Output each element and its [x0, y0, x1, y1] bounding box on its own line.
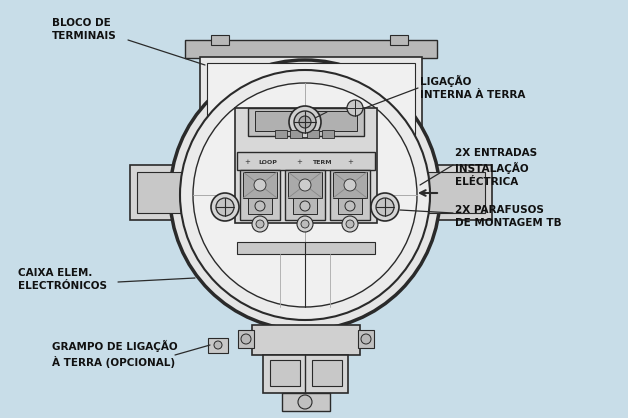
Circle shape — [300, 201, 310, 211]
Circle shape — [347, 100, 363, 116]
Circle shape — [289, 106, 321, 138]
Circle shape — [346, 220, 354, 228]
Bar — [237, 242, 375, 254]
Bar — [200, 57, 422, 152]
Circle shape — [214, 341, 222, 349]
Circle shape — [254, 179, 266, 191]
Bar — [208, 338, 228, 353]
Bar — [185, 40, 437, 58]
Bar — [238, 330, 254, 348]
Text: BLOCO DE
TERMINAIS: BLOCO DE TERMINAIS — [52, 18, 117, 41]
Circle shape — [294, 111, 316, 133]
Bar — [270, 360, 300, 386]
Circle shape — [211, 193, 239, 221]
Bar — [322, 130, 334, 138]
Bar — [282, 393, 330, 411]
Bar — [288, 172, 322, 198]
Text: LOOP: LOOP — [259, 160, 278, 165]
Bar — [130, 165, 210, 220]
Text: GRAMPO DE LIGAÇÃO
À TERRA (OPCIONAL): GRAMPO DE LIGAÇÃO À TERRA (OPCIONAL) — [52, 340, 178, 368]
Circle shape — [298, 395, 312, 409]
Text: 2X ENTRADAS
INSTALAÇÃO
ELÉCTRICA: 2X ENTRADAS INSTALAÇÃO ELÉCTRICA — [455, 148, 537, 187]
Bar — [235, 108, 377, 223]
Circle shape — [241, 334, 251, 344]
Circle shape — [371, 193, 399, 221]
Bar — [237, 152, 375, 170]
Circle shape — [180, 70, 430, 320]
Text: +: + — [244, 159, 250, 165]
Circle shape — [297, 216, 313, 232]
Text: LIGAÇÃO
INTERNA À TERRA: LIGAÇÃO INTERNA À TERRA — [420, 75, 526, 100]
Bar — [330, 170, 370, 220]
Circle shape — [256, 220, 264, 228]
Bar — [312, 360, 342, 386]
Circle shape — [170, 60, 440, 330]
Bar — [211, 35, 229, 45]
Circle shape — [299, 179, 311, 191]
Bar — [248, 108, 364, 136]
Text: CAIXA ELEM.
ELECTRÓNICOS: CAIXA ELEM. ELECTRÓNICOS — [18, 268, 107, 291]
Bar — [207, 63, 415, 145]
Bar — [293, 198, 317, 214]
Circle shape — [299, 116, 311, 128]
Circle shape — [342, 216, 358, 232]
Circle shape — [344, 179, 356, 191]
Bar — [255, 111, 357, 131]
Circle shape — [252, 216, 268, 232]
Bar — [240, 170, 280, 220]
Circle shape — [345, 201, 355, 211]
Bar — [285, 170, 325, 220]
Text: +: + — [347, 159, 353, 165]
Text: TERM: TERM — [312, 160, 332, 165]
Bar — [419, 172, 485, 213]
Circle shape — [216, 198, 234, 216]
Text: +: + — [296, 159, 302, 165]
Bar — [338, 198, 362, 214]
Bar — [248, 198, 272, 214]
Bar — [290, 130, 302, 138]
Bar — [275, 130, 287, 138]
Bar — [333, 172, 367, 198]
Bar — [263, 355, 348, 393]
Bar — [412, 165, 492, 220]
Bar — [390, 35, 408, 45]
Circle shape — [193, 83, 417, 307]
Bar — [243, 172, 277, 198]
Bar — [137, 172, 203, 213]
Text: 2X PARAFUSOS
DE MONTAGEM TB: 2X PARAFUSOS DE MONTAGEM TB — [455, 205, 561, 228]
Bar — [358, 330, 374, 348]
Bar — [307, 130, 319, 138]
Circle shape — [301, 220, 309, 228]
Circle shape — [376, 198, 394, 216]
Bar — [252, 325, 360, 355]
Circle shape — [255, 201, 265, 211]
Circle shape — [361, 334, 371, 344]
